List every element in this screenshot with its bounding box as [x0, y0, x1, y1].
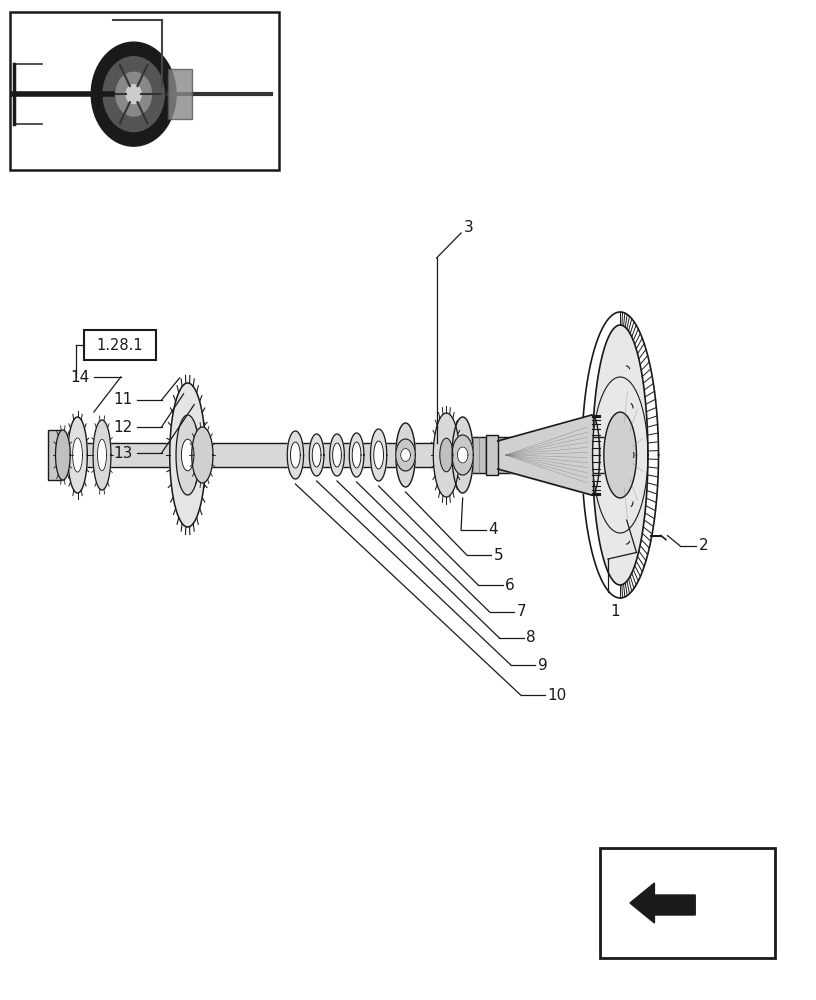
Text: 11: 11: [113, 392, 133, 408]
Polygon shape: [287, 431, 304, 479]
Text: 6: 6: [505, 577, 515, 592]
Polygon shape: [330, 434, 344, 476]
Bar: [486, 435, 498, 475]
Text: 14: 14: [70, 369, 90, 384]
Polygon shape: [458, 447, 468, 463]
Circle shape: [103, 57, 164, 132]
Polygon shape: [170, 383, 206, 527]
Polygon shape: [309, 434, 324, 476]
Polygon shape: [192, 427, 213, 483]
Text: 10: 10: [548, 688, 567, 702]
Circle shape: [126, 85, 141, 104]
Text: 13: 13: [113, 446, 133, 460]
Text: 3: 3: [463, 221, 473, 235]
Polygon shape: [630, 883, 695, 923]
Text: 4: 4: [488, 522, 498, 537]
Polygon shape: [73, 438, 82, 472]
Polygon shape: [68, 417, 87, 493]
Bar: [167, 69, 192, 119]
Polygon shape: [333, 443, 341, 467]
Text: 12: 12: [113, 420, 133, 434]
Polygon shape: [353, 442, 361, 468]
Bar: [48, 430, 63, 480]
Circle shape: [91, 42, 176, 146]
Polygon shape: [401, 449, 410, 461]
Polygon shape: [440, 438, 453, 472]
Polygon shape: [176, 415, 199, 495]
Text: 2: 2: [698, 538, 708, 553]
Polygon shape: [374, 441, 384, 469]
Polygon shape: [93, 420, 111, 490]
Text: 5: 5: [494, 548, 503, 562]
Text: 7: 7: [517, 604, 526, 619]
Bar: [10, 12, 279, 170]
Text: 1: 1: [610, 604, 620, 619]
Polygon shape: [433, 413, 459, 497]
Polygon shape: [181, 439, 194, 471]
Polygon shape: [396, 439, 415, 471]
Polygon shape: [452, 417, 473, 493]
Polygon shape: [604, 412, 636, 498]
Bar: [84, 330, 156, 360]
Polygon shape: [370, 429, 387, 481]
Polygon shape: [290, 442, 300, 468]
Polygon shape: [349, 433, 364, 477]
Text: 8: 8: [526, 631, 536, 646]
Polygon shape: [396, 423, 415, 487]
Polygon shape: [313, 443, 321, 467]
Text: 1.28.1: 1.28.1: [96, 338, 144, 353]
Polygon shape: [55, 430, 70, 480]
Text: 9: 9: [538, 658, 548, 672]
Polygon shape: [98, 439, 106, 471]
Polygon shape: [452, 435, 473, 475]
Circle shape: [116, 72, 152, 116]
Polygon shape: [592, 325, 648, 585]
Bar: [600, 848, 775, 958]
